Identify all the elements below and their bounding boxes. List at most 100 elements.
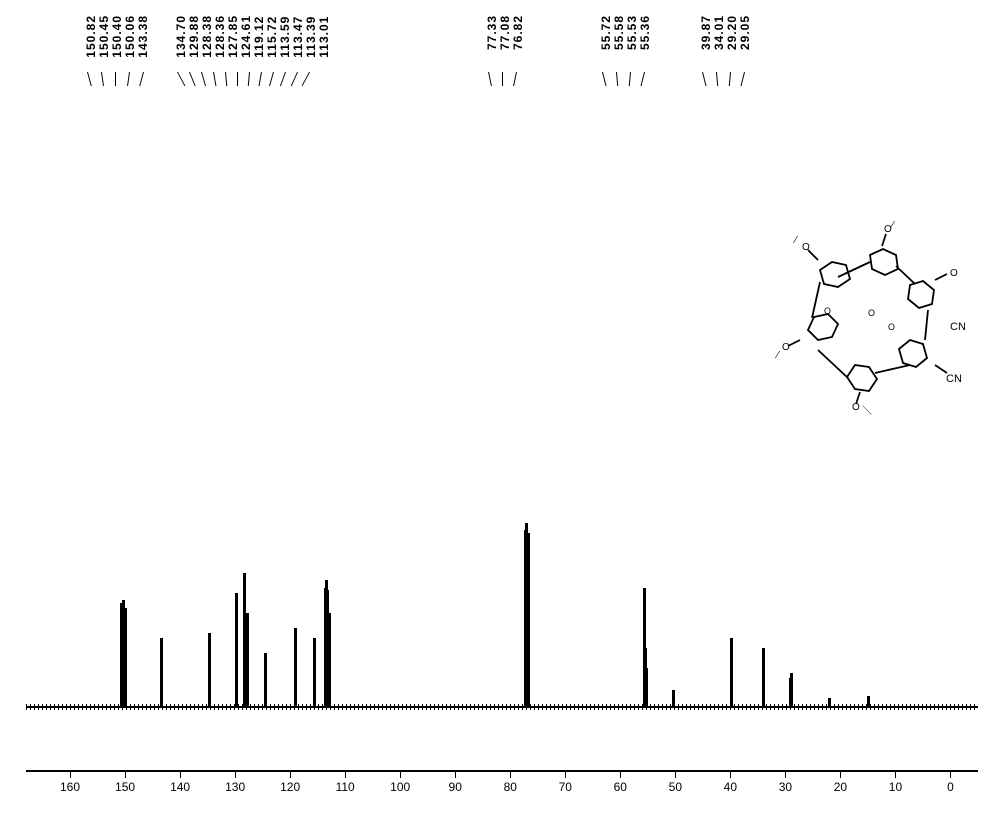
axis-tick	[675, 770, 676, 778]
axis-tick	[290, 770, 291, 778]
axis-label: 60	[614, 780, 627, 794]
peak-label: 113.39	[305, 15, 317, 58]
svg-text:CN: CN	[950, 321, 966, 333]
peak-label-ticks	[488, 72, 530, 86]
peak-label: 150.82	[85, 15, 97, 58]
nmr-figure: { "axis": { "min_ppm": -5, "max_ppm": 16…	[0, 0, 1000, 822]
axis-tick	[730, 770, 731, 778]
peak-label-group: 39.8734.0129.2029.05	[700, 15, 751, 50]
peak-label: 134.70	[175, 15, 187, 58]
peak-label: 77.08	[499, 15, 511, 50]
peak-label-group: 150.82150.45150.40150.06143.38	[85, 15, 149, 58]
axis-label: 40	[724, 780, 737, 794]
peak-label: 129.88	[188, 15, 200, 58]
peak-label-group: 134.70129.88128.38128.36127.85124.61119.…	[175, 15, 330, 58]
peak-label: 128.38	[201, 15, 213, 58]
svg-text:＼: ＼	[862, 405, 872, 417]
svg-text:O: O	[802, 242, 810, 253]
peak-label-ticks	[177, 72, 321, 86]
axis-tick	[70, 770, 71, 778]
baseline	[26, 706, 978, 708]
peak-label: 119.12	[253, 15, 265, 58]
axis-tick	[125, 770, 126, 778]
peak-label-ticks	[87, 72, 157, 86]
axis-tick	[235, 770, 236, 778]
peak-label: 113.47	[292, 15, 304, 58]
axis-tick	[455, 770, 456, 778]
svg-text:O: O	[950, 268, 958, 279]
svg-text:⁄: ⁄	[792, 235, 798, 246]
svg-text:O: O	[782, 342, 790, 353]
peak-label: 77.33	[486, 15, 498, 50]
axis-tick	[400, 770, 401, 778]
axis-label: 80	[504, 780, 517, 794]
axis-label: 50	[669, 780, 682, 794]
axis-tick	[785, 770, 786, 778]
peak-label: 76.82	[512, 15, 524, 50]
axis-label: 150	[115, 780, 135, 794]
nmr-peak	[313, 638, 316, 708]
structure-svg: O⁄ O⁄ O O O O O⁄ O＼ CN CN	[760, 210, 970, 420]
peak-label: 128.36	[214, 15, 226, 58]
nmr-peak	[264, 653, 267, 708]
nmr-peak	[124, 608, 127, 708]
molecular-structure: O⁄ O⁄ O O O O O⁄ O＼ CN CN	[760, 210, 970, 420]
peak-label: 113.59	[279, 15, 291, 58]
svg-text:O: O	[888, 322, 895, 332]
nmr-peak	[235, 593, 238, 708]
nmr-peak	[790, 673, 793, 708]
peak-label: 55.53	[626, 15, 638, 50]
peak-label: 124.61	[240, 15, 252, 58]
peak-label: 143.38	[137, 15, 149, 58]
axis-label: 140	[170, 780, 190, 794]
axis-tick	[620, 770, 621, 778]
nmr-peak	[645, 668, 648, 708]
peak-label-group: 55.7255.5855.5355.36	[600, 15, 651, 50]
peak-label: 55.58	[613, 15, 625, 50]
axis-tick	[180, 770, 181, 778]
axis-label: 20	[834, 780, 847, 794]
peak-label: 115.72	[266, 15, 278, 58]
peak-label: 150.45	[98, 15, 110, 58]
peak-label-ticks	[702, 72, 758, 86]
axis-label: 160	[60, 780, 80, 794]
peak-label-group: 77.3377.0876.82	[486, 15, 524, 50]
peak-label: 39.87	[700, 15, 712, 50]
axis-tick	[895, 770, 896, 778]
svg-text:O: O	[852, 402, 860, 413]
peak-label: 34.01	[713, 15, 725, 50]
peak-label-ticks	[602, 72, 658, 86]
axis-label: 100	[390, 780, 410, 794]
nmr-peak	[867, 696, 870, 708]
axis-label: 10	[889, 780, 902, 794]
nmr-peak	[160, 638, 163, 708]
peak-label: 55.72	[600, 15, 612, 50]
peak-label: 29.05	[739, 15, 751, 50]
svg-text:CN: CN	[946, 373, 962, 385]
axis-label: 70	[559, 780, 572, 794]
nmr-peak	[294, 628, 297, 708]
peak-label: 113.01	[318, 15, 330, 58]
axis-tick	[345, 770, 346, 778]
svg-text:O: O	[824, 306, 831, 316]
axis-label: 130	[225, 780, 245, 794]
x-axis: 1601501401301201101009080706050403020100	[26, 770, 978, 810]
svg-text:⁄: ⁄	[774, 350, 780, 361]
peak-label: 55.36	[639, 15, 651, 50]
svg-text:O: O	[868, 308, 875, 318]
axis-label: 120	[280, 780, 300, 794]
axis-tick	[840, 770, 841, 778]
peak-label: 29.20	[726, 15, 738, 50]
peak-label: 150.40	[111, 15, 123, 58]
axis-label: 0	[947, 780, 954, 794]
nmr-peak	[208, 633, 211, 708]
nmr-spectrum	[26, 518, 978, 728]
peak-label: 150.06	[124, 15, 136, 58]
nmr-peak	[527, 533, 530, 708]
axis-label: 30	[779, 780, 792, 794]
nmr-peak	[762, 648, 765, 708]
svg-text:O: O	[884, 224, 892, 235]
nmr-peak	[328, 613, 331, 708]
axis-tick	[565, 770, 566, 778]
peak-label: 127.85	[227, 15, 239, 58]
